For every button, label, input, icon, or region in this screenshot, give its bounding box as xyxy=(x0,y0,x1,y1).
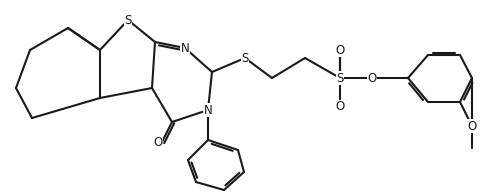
Text: S: S xyxy=(124,14,132,27)
Text: O: O xyxy=(335,43,345,56)
Text: N: N xyxy=(181,42,189,55)
Text: O: O xyxy=(367,72,377,85)
Text: O: O xyxy=(153,135,163,148)
Text: S: S xyxy=(336,72,344,85)
Text: O: O xyxy=(468,120,477,133)
Text: O: O xyxy=(335,100,345,113)
Text: S: S xyxy=(242,51,249,64)
Text: N: N xyxy=(204,104,212,117)
